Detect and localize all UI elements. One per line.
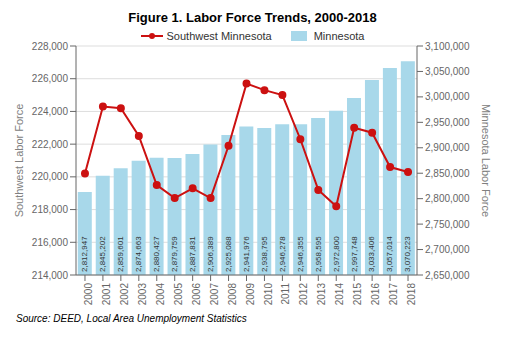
svg-text:2,650,000: 2,650,000	[425, 270, 470, 281]
svg-text:2000: 2000	[83, 283, 94, 306]
svg-text:2,938,795: 2,938,795	[260, 236, 269, 272]
svg-text:228,000: 228,000	[32, 41, 69, 52]
svg-text:2009: 2009	[245, 283, 256, 306]
svg-text:2018: 2018	[406, 283, 417, 306]
svg-text:2,700,000: 2,700,000	[425, 244, 470, 255]
svg-text:2010: 2010	[263, 283, 274, 306]
svg-text:218,000: 218,000	[32, 204, 69, 215]
html-text:Minnesota: Minnesota	[313, 30, 365, 42]
svg-text:2,880,427: 2,880,427	[152, 236, 161, 272]
svg-text:3,033,406: 3,033,406	[367, 236, 376, 272]
svg-text:2,800,000: 2,800,000	[425, 193, 470, 204]
svg-text:2,958,595: 2,958,595	[314, 236, 323, 272]
html-text:Southwest Minnesota: Southwest Minnesota	[166, 30, 272, 42]
svg-text:2,946,355: 2,946,355	[296, 236, 305, 272]
svg-text:2,845,202: 2,845,202	[98, 236, 107, 272]
svg-text:2,946,278: 2,946,278	[278, 236, 287, 272]
svg-text:226,000: 226,000	[32, 73, 69, 84]
svg-text:3,000,000: 3,000,000	[425, 91, 470, 102]
svg-text:3,057,014: 3,057,014	[385, 236, 394, 272]
svg-text:3,100,000: 3,100,000	[425, 41, 470, 52]
svg-text:2007: 2007	[209, 283, 220, 306]
svg-text:2,859,601: 2,859,601	[116, 236, 125, 272]
svg-text:2012: 2012	[298, 283, 309, 306]
svg-text:Minnesota Labor Force: Minnesota Labor Force	[480, 104, 492, 217]
svg-text:216,000: 216,000	[32, 237, 69, 248]
svg-text:2,906,389: 2,906,389	[206, 236, 215, 272]
svg-text:2,941,976: 2,941,976	[242, 236, 251, 272]
svg-text:2014: 2014	[334, 283, 345, 306]
svg-text:2017: 2017	[388, 283, 399, 306]
html-text:Source: DEED, Local Area Unemp: Source: DEED, Local Area Unemployment St…	[16, 313, 247, 324]
svg-text:220,000: 220,000	[32, 171, 69, 182]
svg-text:3,050,000: 3,050,000	[425, 66, 470, 77]
svg-text:2,887,831: 2,887,831	[188, 236, 197, 272]
svg-text:2,997,748: 2,997,748	[350, 236, 359, 272]
svg-text:2,925,088: 2,925,088	[224, 236, 233, 272]
svg-text:2002: 2002	[119, 283, 130, 306]
html-text:Figure 1. Labor Force Trends,: Figure 1. Labor Force Trends, 2000-2018	[128, 10, 377, 25]
svg-text:214,000: 214,000	[32, 270, 69, 281]
svg-text:2,850,000: 2,850,000	[425, 168, 470, 179]
svg-text:222,000: 222,000	[32, 139, 69, 150]
svg-text:2016: 2016	[370, 283, 381, 306]
svg-text:Southwest Labor Force: Southwest Labor Force	[13, 104, 25, 218]
svg-text:2,950,000: 2,950,000	[425, 117, 470, 128]
svg-text:2,879,759: 2,879,759	[170, 236, 179, 272]
svg-text:2011: 2011	[280, 283, 291, 305]
svg-text:2,972,800: 2,972,800	[332, 236, 341, 272]
svg-text:2001: 2001	[101, 283, 112, 306]
svg-text:2006: 2006	[191, 283, 202, 306]
svg-text:2,874,663: 2,874,663	[134, 236, 143, 272]
svg-text:2,812,947: 2,812,947	[80, 236, 89, 272]
svg-text:2,900,000: 2,900,000	[425, 142, 470, 153]
svg-text:2004: 2004	[155, 283, 166, 306]
svg-text:3,070,223: 3,070,223	[403, 236, 412, 272]
svg-text:2015: 2015	[352, 283, 363, 306]
svg-text:2003: 2003	[137, 283, 148, 306]
svg-text:2005: 2005	[173, 283, 184, 306]
svg-text:2013: 2013	[316, 283, 327, 306]
svg-text:2,750,000: 2,750,000	[425, 219, 470, 230]
svg-text:2008: 2008	[227, 283, 238, 306]
svg-text:224,000: 224,000	[32, 106, 69, 117]
